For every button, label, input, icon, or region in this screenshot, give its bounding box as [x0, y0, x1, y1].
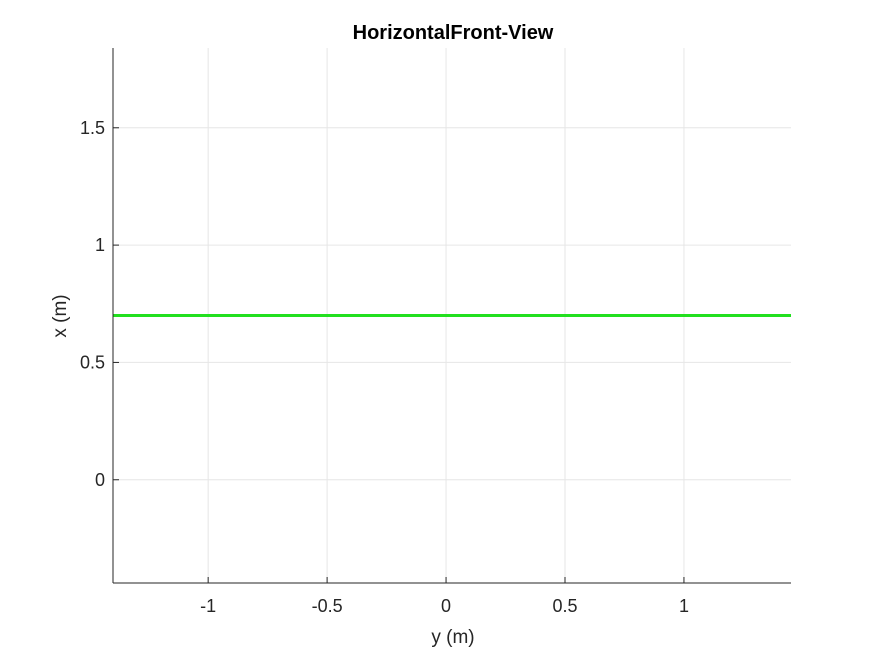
tick-labels: -1 -0.5 0 0.5 1 0 0.5 1 1.5	[80, 118, 689, 616]
axes	[112, 48, 791, 584]
y-tick-label: 1.5	[80, 118, 105, 138]
y-tick-label: 0	[95, 470, 105, 490]
x-tick-label: -0.5	[312, 596, 343, 616]
x-axis-label: y (m)	[431, 627, 474, 648]
x-tick-label: 0	[441, 596, 451, 616]
y-axis-label: x (m)	[50, 294, 71, 337]
x-tick-label: 0.5	[552, 596, 577, 616]
chart-title: HorizontalFront-View	[353, 22, 554, 44]
x-tick-label: -1	[200, 596, 216, 616]
y-tick-label: 0.5	[80, 352, 105, 372]
x-tick-label: 1	[679, 596, 689, 616]
y-tick-label: 1	[95, 235, 105, 255]
